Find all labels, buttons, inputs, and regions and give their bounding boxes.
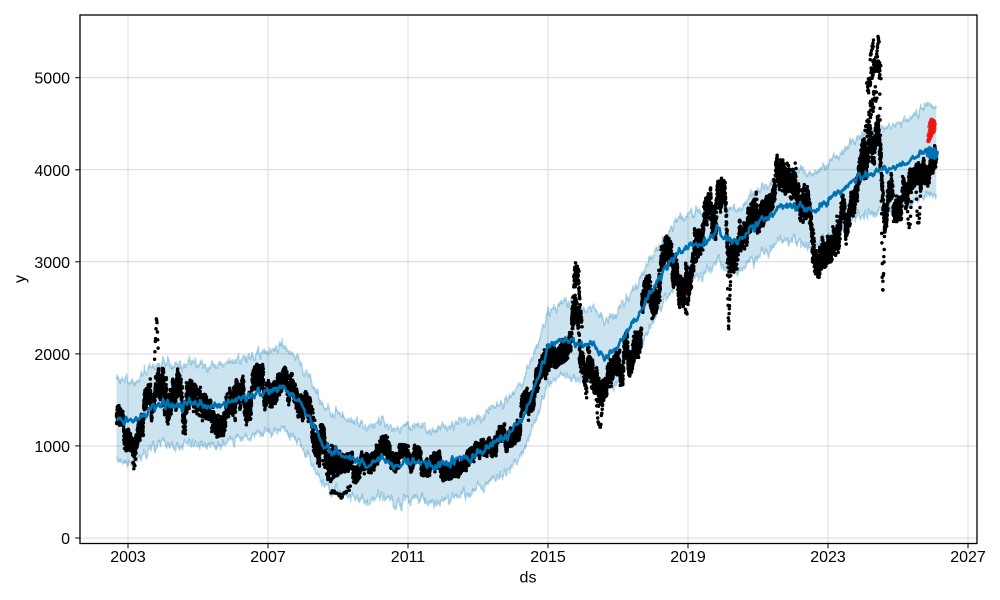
svg-text:2000: 2000 bbox=[34, 347, 70, 364]
svg-text:2015: 2015 bbox=[530, 549, 566, 566]
svg-text:2007: 2007 bbox=[250, 549, 286, 566]
svg-text:5000: 5000 bbox=[34, 71, 70, 88]
svg-text:0: 0 bbox=[61, 531, 70, 548]
svg-text:4000: 4000 bbox=[34, 163, 70, 180]
svg-text:2011: 2011 bbox=[391, 549, 426, 566]
svg-text:2003: 2003 bbox=[110, 549, 146, 566]
svg-text:3000: 3000 bbox=[34, 255, 70, 272]
svg-text:2019: 2019 bbox=[670, 549, 706, 566]
svg-text:1000: 1000 bbox=[34, 439, 70, 456]
svg-text:ds: ds bbox=[520, 570, 537, 587]
svg-text:2023: 2023 bbox=[810, 549, 846, 566]
svg-text:2027: 2027 bbox=[950, 549, 986, 566]
svg-text:y: y bbox=[12, 275, 29, 283]
